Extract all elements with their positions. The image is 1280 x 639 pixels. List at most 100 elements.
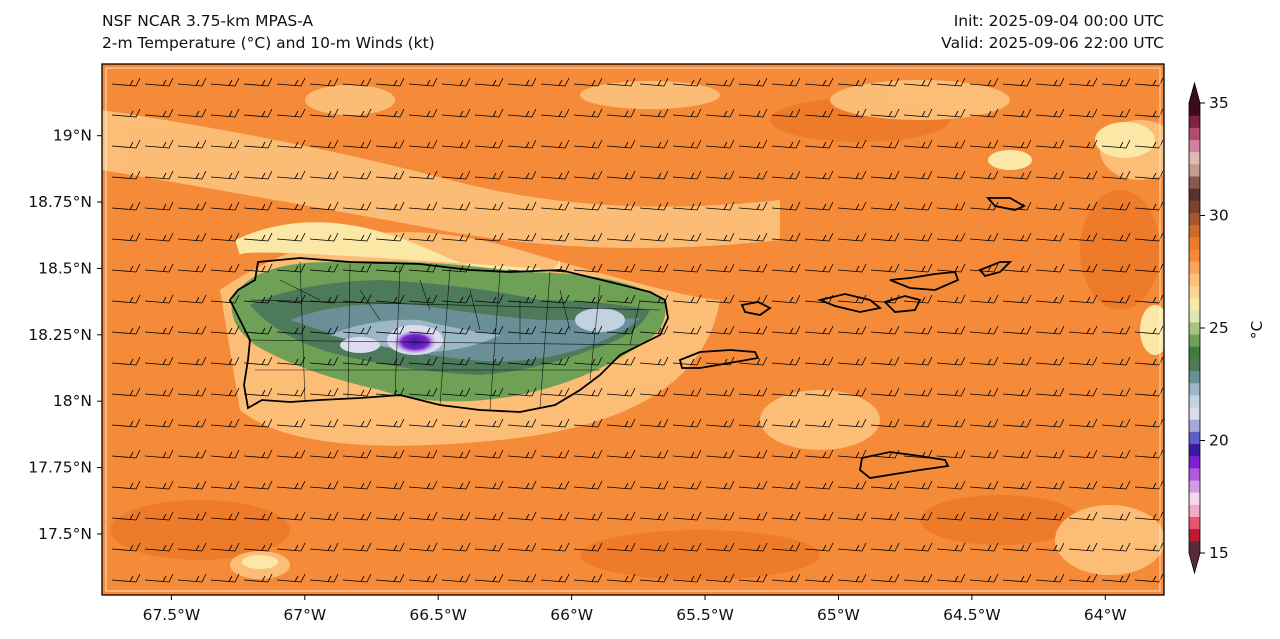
wind-barb [573, 449, 603, 459]
wind-barb [771, 170, 801, 180]
wind-barb [771, 356, 801, 366]
vieques-coastline [678, 349, 760, 369]
wind-barb [1134, 511, 1164, 521]
wind-barb [342, 170, 372, 180]
wind-barb [342, 294, 372, 304]
wind-barb [936, 170, 966, 180]
wind-barb [573, 573, 603, 583]
wind-barb [606, 170, 636, 180]
wind-barb [441, 542, 471, 552]
wind-barb [144, 542, 174, 552]
wind-barb [606, 480, 636, 490]
wind-barb [408, 511, 438, 521]
wind-barb [936, 542, 966, 552]
wind-barb [606, 263, 636, 273]
lat-tick-label: 18.5°N [38, 259, 92, 277]
wind-barb [606, 139, 636, 149]
lat-tick-label: 17.75°N [28, 459, 92, 477]
wind-barb [177, 294, 207, 304]
wind-barb [639, 170, 669, 180]
colorbar-max-extend [1189, 83, 1200, 103]
wind-barb [936, 201, 966, 211]
wind-barb [144, 573, 174, 583]
wind-barb [342, 201, 372, 211]
wind-barb [969, 170, 999, 180]
wind-barb [375, 201, 405, 211]
wind-barb [276, 325, 306, 335]
wind-barb [1002, 387, 1032, 397]
colorbar-tick-label: 30 [1209, 207, 1229, 225]
wind-barb [144, 170, 174, 180]
wind-barb [540, 232, 570, 242]
wind-barb [705, 325, 735, 335]
wind-barb [672, 108, 702, 118]
wind-barb [837, 573, 867, 583]
wind-barb [1068, 511, 1098, 521]
wind-barb [342, 232, 372, 242]
wind-barb [738, 573, 768, 583]
wind-barb [243, 573, 273, 583]
wind-barb [672, 325, 702, 335]
wind-barb [903, 139, 933, 149]
wind-barb [804, 232, 834, 242]
wind-barb [969, 232, 999, 242]
wind-barb [1134, 139, 1164, 149]
wind-barb [408, 480, 438, 490]
wind-barb [606, 418, 636, 428]
wind-barb [804, 542, 834, 552]
wind-barb [771, 511, 801, 521]
wind-barb [639, 232, 669, 242]
wind-barb [573, 294, 603, 304]
wind-barb [507, 511, 537, 521]
wind-barb [1002, 294, 1032, 304]
wind-barb [375, 170, 405, 180]
wind-barb [705, 77, 735, 87]
wind-barb [1134, 356, 1164, 366]
wind-barb [870, 108, 900, 118]
wind-barb [738, 418, 768, 428]
wind-barb [1002, 418, 1032, 428]
wind-barb [969, 325, 999, 335]
wind-barb [1035, 201, 1065, 211]
wind-barb [177, 356, 207, 366]
wind-barb [177, 325, 207, 335]
wind-barb [474, 77, 504, 87]
colorbar-segment [1189, 382, 1200, 396]
wind-barb [144, 108, 174, 118]
wind-barb [903, 77, 933, 87]
wind-barb [1068, 294, 1098, 304]
wind-barb [210, 356, 240, 366]
wind-barb [507, 542, 537, 552]
wind-barb [870, 201, 900, 211]
colorbar-segment [1189, 358, 1200, 372]
wind-barb [1101, 325, 1131, 335]
latitude-axis: 19°N 18.75°N 18.5°N 18.25°N 18°N 17.75°N 17.5°… [28, 127, 102, 543]
wind-barb [606, 387, 636, 397]
wind-barb [177, 511, 207, 521]
wind-barb [1068, 108, 1098, 118]
wind-barb [1134, 573, 1164, 583]
wind-barb [441, 263, 471, 273]
wind-barb [507, 449, 537, 459]
wind-barb [177, 418, 207, 428]
lon-tick-label: 67°W [283, 606, 326, 624]
wind-barb [705, 201, 735, 211]
wind-barb [144, 325, 174, 335]
longitude-axis: 67.5°W 67°W 66.5°W 66°W 65.5°W 65°W 64.5°W 64°W [143, 595, 1127, 624]
wind-barb [342, 387, 372, 397]
wind-barb [111, 201, 141, 211]
wind-barb [1101, 77, 1131, 87]
wind-barb [276, 387, 306, 397]
wind-barb [177, 108, 207, 118]
wind-barb [606, 449, 636, 459]
wind-barb [474, 263, 504, 273]
colorbar-segment [1189, 163, 1200, 177]
wind-barb [111, 542, 141, 552]
wind-barb [441, 139, 471, 149]
wind-barb [837, 108, 867, 118]
wind-barb [870, 77, 900, 87]
wind-barb [705, 573, 735, 583]
colorbar-unit-label: °C [1248, 321, 1266, 340]
wind-barb [870, 294, 900, 304]
wind-barb [540, 201, 570, 211]
